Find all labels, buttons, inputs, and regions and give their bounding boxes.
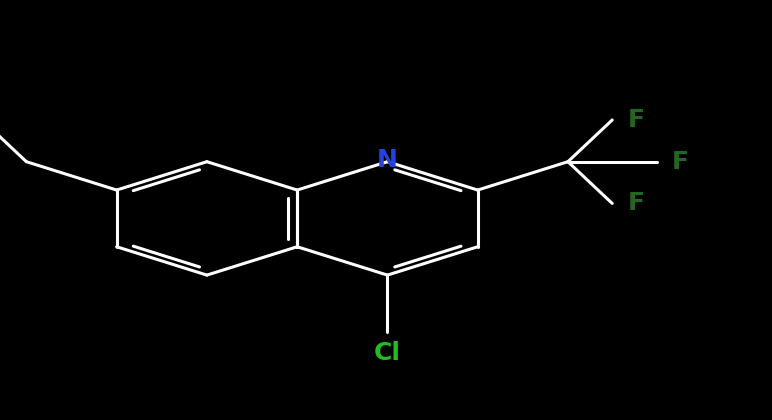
- Text: N: N: [377, 147, 398, 172]
- Text: F: F: [628, 192, 645, 215]
- Text: Cl: Cl: [374, 341, 401, 365]
- Text: F: F: [672, 150, 689, 174]
- Text: F: F: [628, 108, 645, 132]
